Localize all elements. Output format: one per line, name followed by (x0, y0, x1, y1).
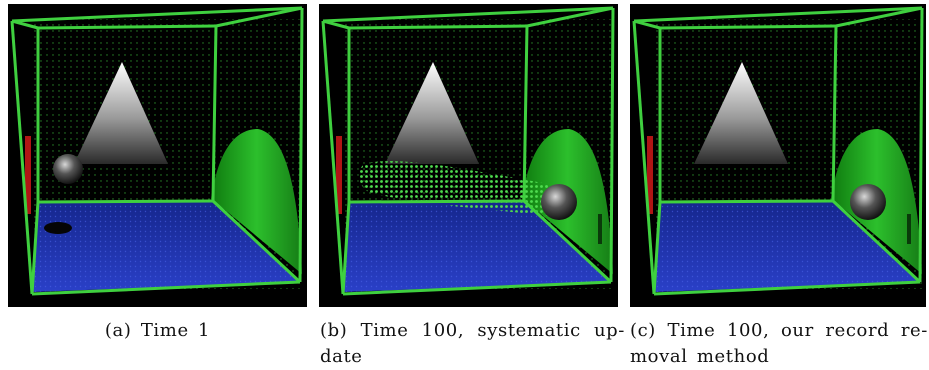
scene-render-a (10, 6, 304, 296)
white-cone (385, 62, 479, 164)
scene-render-b (321, 6, 615, 296)
cube-edges (321, 6, 615, 296)
red-strip (336, 136, 342, 214)
sphere-shadow (44, 222, 72, 234)
sphere (541, 184, 577, 220)
caption-panel-c: (c) Time 100, our record re- moval metho… (630, 320, 928, 367)
sphere (850, 184, 886, 220)
figure-panel-a (8, 4, 307, 307)
red-strip (25, 136, 31, 214)
cube-edges (10, 6, 304, 296)
figure-panel-c (630, 4, 926, 307)
red-strip (647, 136, 653, 214)
figure-panel-b (319, 4, 618, 307)
caption-panel-a: (a) Time 1 (104, 320, 211, 341)
cube-edges (632, 6, 924, 296)
white-cone (694, 62, 788, 164)
white-cone (74, 62, 168, 164)
sphere (53, 154, 83, 184)
caption-panel-b: (b) Time 100, systematic up- date (320, 320, 625, 367)
scene-render-c (632, 6, 924, 296)
green-surface (211, 129, 302, 274)
